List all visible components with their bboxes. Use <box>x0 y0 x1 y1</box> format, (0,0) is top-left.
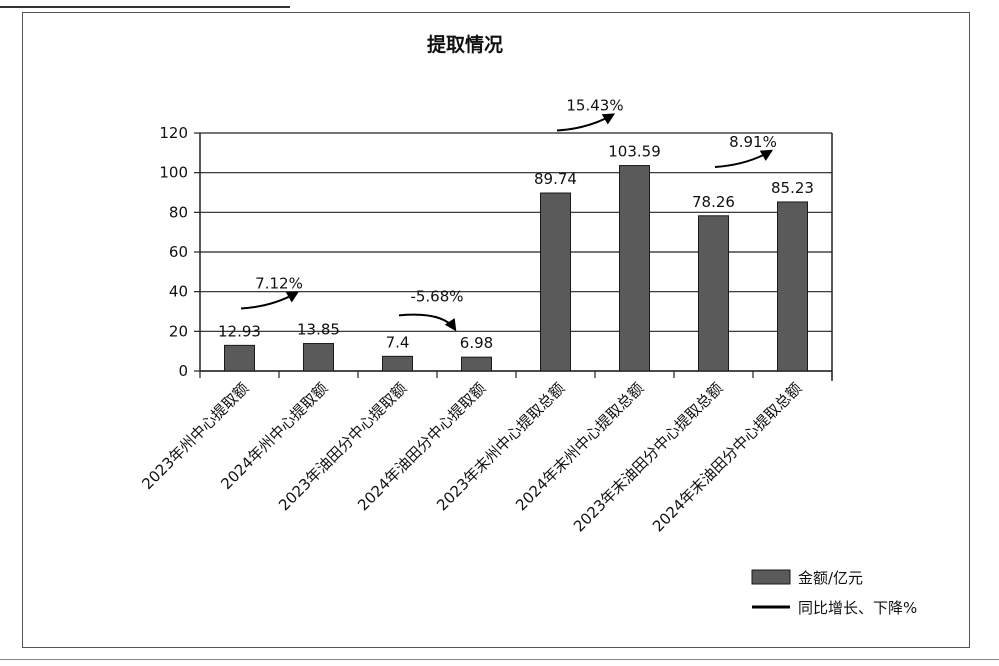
category-labels: 2023年州中心提取额2024年州中心提取额2023年油田分中心提取额2024年… <box>138 379 805 535</box>
bar <box>461 356 492 372</box>
category-label: 2023年末州中心提取总额 <box>433 379 568 514</box>
growth-label: 15.43% <box>566 97 623 115</box>
bar <box>303 343 334 372</box>
growth-arrow <box>556 113 616 132</box>
growth-arrow <box>398 313 457 332</box>
top-strip-decoration <box>0 0 290 8</box>
category-label: 2024年末州中心提取总额 <box>512 379 647 514</box>
data-label: 13.85 <box>297 321 340 339</box>
bar <box>619 165 650 372</box>
chart-frame <box>22 12 970 648</box>
growth-arrow <box>240 291 300 310</box>
y-tick-label: 0 <box>178 362 188 380</box>
category-label: 2023年油田分中心提取额 <box>275 379 410 514</box>
legend-label: 金额/亿元 <box>798 569 863 587</box>
data-label: 89.74 <box>534 170 577 188</box>
data-labels: 12.93 13.85 7.4 6.98 89.74 103.59 78.26 85.23 <box>218 143 814 353</box>
data-label: 12.93 <box>218 322 261 340</box>
growth-annotations: 7.12% -5.68% 15.43% 8.91% <box>240 97 777 332</box>
y-tick-label: 80 <box>169 203 188 221</box>
bar <box>382 355 413 372</box>
bars <box>224 165 808 372</box>
grid-lines <box>200 132 832 372</box>
bar <box>224 344 255 372</box>
axes <box>194 132 833 381</box>
legend-bar-swatch <box>751 569 791 585</box>
category-label: 2024年油田分中心提取额 <box>354 379 489 514</box>
bar <box>698 215 729 372</box>
growth-label: 7.12% <box>255 275 303 293</box>
bar <box>777 201 808 372</box>
growth-label: -5.68% <box>410 287 463 305</box>
bar <box>540 192 571 372</box>
data-label: 78.26 <box>692 193 735 211</box>
y-tick-label: 40 <box>169 283 188 301</box>
chart-title: 提取情况 <box>426 34 503 56</box>
data-label: 103.59 <box>608 143 661 161</box>
category-label: 2024年末油田分中心提取总额 <box>649 379 805 535</box>
y-tick-labels: 0 20 40 60 80 100 120 <box>159 124 188 380</box>
category-label: 2023年末油田分中心提取总额 <box>570 379 726 535</box>
growth-arrow <box>714 149 774 168</box>
y-tick-label: 20 <box>169 322 188 340</box>
data-label: 7.4 <box>386 333 410 351</box>
y-tick-label: 120 <box>159 124 188 142</box>
page-bottom-rule <box>0 659 999 660</box>
growth-label: 8.91% <box>729 133 777 151</box>
data-label: 6.98 <box>460 334 493 352</box>
data-label: 85.23 <box>771 179 814 197</box>
y-tick-label: 60 <box>169 243 188 261</box>
legend-label: 同比增长、下降% <box>798 599 917 617</box>
y-tick-label: 100 <box>159 164 188 182</box>
